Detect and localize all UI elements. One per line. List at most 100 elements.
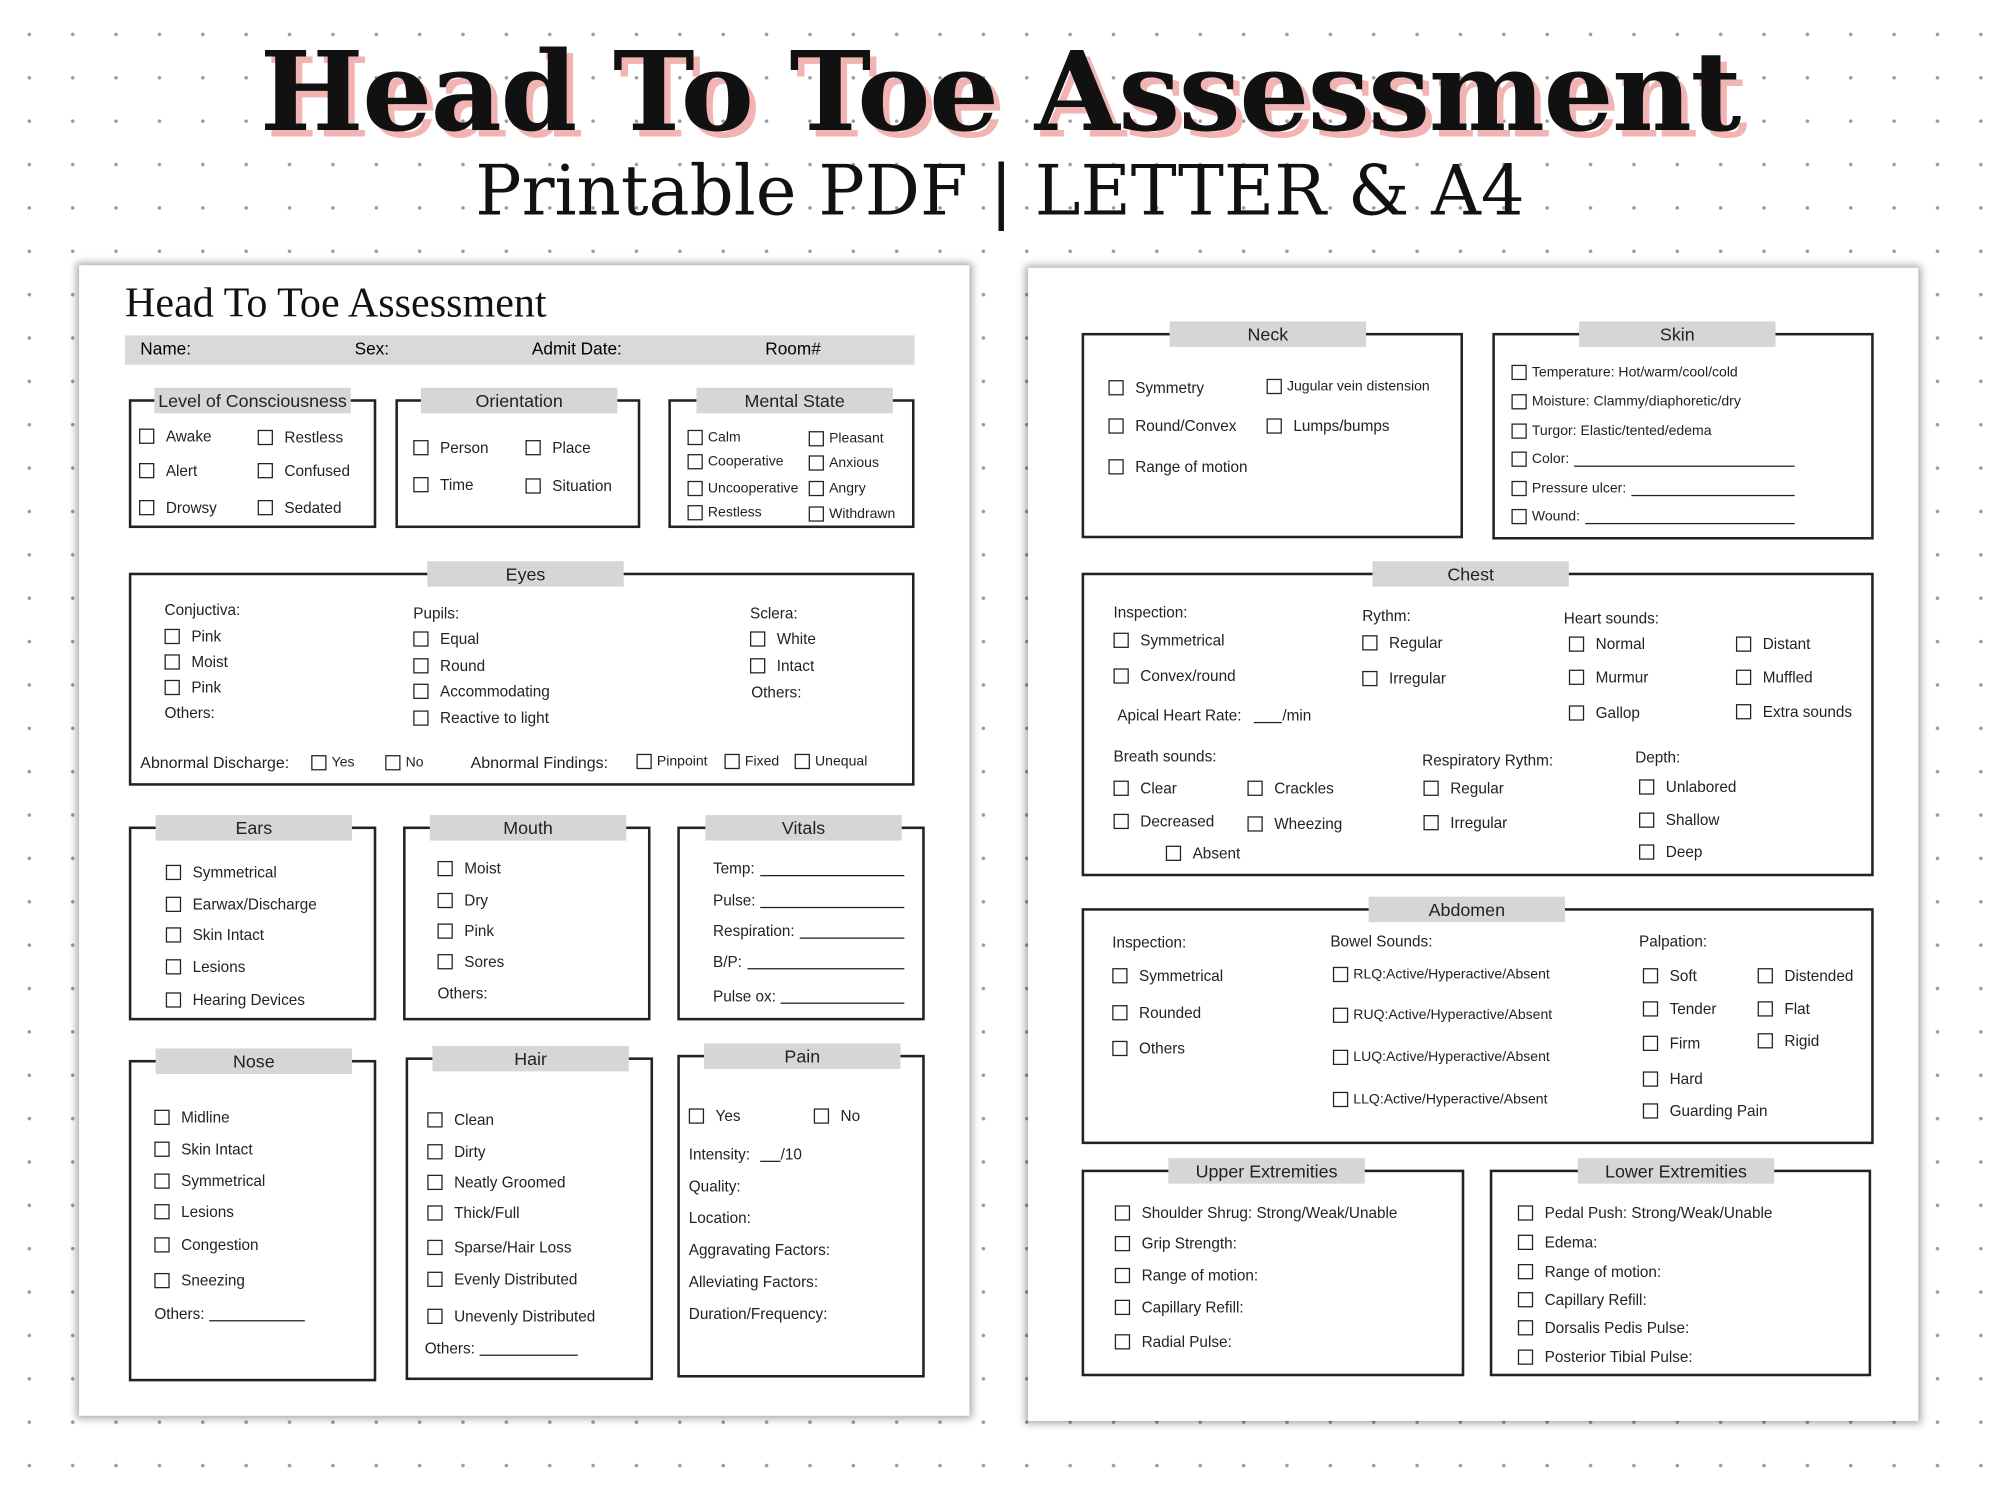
checkbox-square-icon[interactable] [749, 658, 766, 674]
checkbox-conj-moist[interactable]: Moist [164, 653, 228, 671]
checkbox-square-icon[interactable] [687, 480, 703, 497]
checkbox-square-icon[interactable] [165, 959, 182, 975]
checkbox-llq[interactable]: LLQ:Active/Hyperactive/Absent [1332, 1091, 1548, 1108]
hair-others-field[interactable]: Others: [425, 1339, 578, 1357]
checkbox-square-icon[interactable] [1112, 1005, 1128, 1021]
checkbox-square-icon[interactable] [1642, 1001, 1659, 1017]
checkbox-square-icon[interactable] [427, 1271, 443, 1287]
checkbox-square-icon[interactable] [1639, 779, 1655, 795]
checkbox-square-icon[interactable] [437, 923, 453, 939]
checkbox-neatly-groomed[interactable]: Neatly Groomed [427, 1173, 566, 1191]
checkbox-square-icon[interactable] [1247, 816, 1263, 832]
checkbox-square-icon[interactable] [427, 1144, 443, 1160]
checkbox-calm[interactable]: Calm [687, 429, 741, 446]
checkbox-pedal-push[interactable]: Pedal Push: Strong/Weak/Unable [1517, 1204, 1772, 1222]
checkbox-rigid[interactable]: Rigid [1757, 1032, 1819, 1050]
checkbox-tender[interactable]: Tender [1642, 1000, 1716, 1018]
fill-in-line[interactable] [781, 989, 905, 1004]
fill-in-line[interactable] [480, 1341, 578, 1356]
checkbox-symmetrical[interactable]: Symmetrical [1112, 967, 1223, 985]
checkbox-square-icon[interactable] [1113, 780, 1129, 796]
checkbox-shoulder-shrug[interactable]: Shoulder Shrug: Strong/Weak/Unable [1114, 1204, 1397, 1222]
checkbox-square-icon[interactable] [1114, 1235, 1131, 1252]
checkbox-midline[interactable]: Midline [154, 1108, 230, 1126]
pulse-field[interactable]: Pulse: [713, 892, 905, 909]
checkbox-square-icon[interactable] [311, 755, 327, 771]
fill-in-line[interactable] [1631, 482, 1795, 496]
checkbox-lesions[interactable]: Lesions [165, 958, 245, 976]
checkbox-square-icon[interactable] [1511, 508, 1527, 525]
checkbox-square-icon[interactable] [427, 1308, 443, 1324]
checkbox-flat[interactable]: Flat [1757, 1000, 1810, 1018]
checkbox-square-icon[interactable] [1639, 812, 1655, 828]
checkbox-discharge-no[interactable]: No [385, 755, 424, 771]
checkbox-square-icon[interactable] [437, 954, 453, 970]
checkbox-reactive-to-light[interactable]: Reactive to light [413, 709, 549, 727]
checkbox-equal[interactable]: Equal [413, 630, 479, 648]
checkbox-square-icon[interactable] [1362, 670, 1378, 687]
checkbox-square-icon[interactable] [1266, 418, 1282, 434]
checkbox-intact[interactable]: Intact [749, 657, 814, 675]
checkbox-unevenly-distributed[interactable]: Unevenly Distributed [427, 1307, 595, 1325]
checkbox-guarding-pain[interactable]: Guarding Pain [1642, 1102, 1767, 1120]
checkbox-square-icon[interactable] [1112, 1040, 1128, 1057]
checkbox-square-icon[interactable] [257, 499, 273, 516]
checkbox-square-icon[interactable] [427, 1112, 443, 1128]
checkbox-distended[interactable]: Distended [1757, 967, 1853, 985]
checkbox-temperature[interactable]: Temperature: Hot/warm/cool/cold [1511, 364, 1738, 381]
checkbox-jvd[interactable]: Jugular vein distension [1266, 378, 1430, 395]
checkbox-time[interactable]: Time [413, 476, 474, 494]
checkbox-unequal[interactable]: Unequal [794, 753, 867, 770]
checkbox-square-icon[interactable] [1332, 966, 1349, 983]
fill-in-line[interactable] [1574, 452, 1795, 467]
checkbox-square-icon[interactable] [1511, 394, 1527, 410]
checkbox-grip-strength[interactable]: Grip Strength: [1114, 1235, 1237, 1253]
checkbox-square-icon[interactable] [1511, 423, 1527, 439]
name-field[interactable]: Name: [140, 339, 192, 359]
checkbox-square-icon[interactable] [687, 429, 703, 446]
checkbox-square-icon[interactable] [1332, 1007, 1349, 1023]
checkbox-square-icon[interactable] [385, 755, 401, 771]
checkbox-square-icon[interactable] [1165, 845, 1182, 861]
checkbox-symmetrical[interactable]: Symmetrical [1113, 631, 1225, 649]
checkbox-square-icon[interactable] [1113, 668, 1129, 684]
checkbox-square-icon[interactable] [1332, 1091, 1349, 1108]
checkbox-pain-yes[interactable]: Yes [688, 1107, 741, 1125]
checkbox-square-icon[interactable] [808, 480, 824, 497]
checkbox-dirty[interactable]: Dirty [427, 1143, 486, 1161]
checkbox-firm[interactable]: Firm [1642, 1034, 1700, 1052]
checkbox-white[interactable]: White [749, 630, 816, 648]
checkbox-range-of-motion[interactable]: Range of motion: [1517, 1263, 1661, 1281]
checkbox-wound[interactable]: Wound: [1511, 508, 1795, 525]
checkbox-square-icon[interactable] [165, 992, 182, 1008]
checkbox-restless[interactable]: Restless [257, 429, 343, 446]
checkbox-square-icon[interactable] [437, 892, 453, 909]
checkbox-others[interactable]: Others [1112, 1040, 1185, 1057]
checkbox-anxious[interactable]: Anxious [808, 455, 879, 471]
checkbox-square-icon[interactable] [1108, 418, 1124, 434]
fill-in-line[interactable] [747, 955, 905, 969]
checkbox-square-icon[interactable] [1517, 1292, 1534, 1308]
checkbox-square-icon[interactable] [724, 753, 740, 770]
checkbox-square-icon[interactable] [413, 631, 429, 647]
checkbox-pleasant[interactable]: Pleasant [808, 431, 884, 447]
checkbox-square-icon[interactable] [427, 1239, 443, 1256]
checkbox-sparse-hair-loss[interactable]: Sparse/Hair Loss [427, 1239, 571, 1256]
checkbox-accommodating[interactable]: Accommodating [413, 682, 550, 700]
checkbox-square-icon[interactable] [808, 431, 824, 447]
checkbox-unlabored[interactable]: Unlabored [1639, 778, 1736, 796]
sex-field[interactable]: Sex: [354, 339, 390, 359]
fill-in-line[interactable] [1254, 709, 1283, 723]
checkbox-square-icon[interactable] [1423, 780, 1439, 796]
checkbox-square-icon[interactable] [1114, 1205, 1131, 1221]
checkbox-square-icon[interactable] [1642, 1103, 1659, 1119]
checkbox-square-icon[interactable] [1568, 669, 1585, 685]
checkbox-skin-intact[interactable]: Skin Intact [154, 1140, 253, 1158]
checkbox-square-icon[interactable] [1332, 1049, 1349, 1066]
checkbox-square-icon[interactable] [1114, 1267, 1131, 1284]
checkbox-square-icon[interactable] [1642, 968, 1659, 984]
checkbox-rythm-regular[interactable]: Regular [1362, 634, 1443, 652]
checkbox-congestion[interactable]: Congestion [154, 1236, 259, 1254]
checkbox-square-icon[interactable] [154, 1204, 170, 1220]
checkbox-distant[interactable]: Distant [1735, 635, 1810, 653]
